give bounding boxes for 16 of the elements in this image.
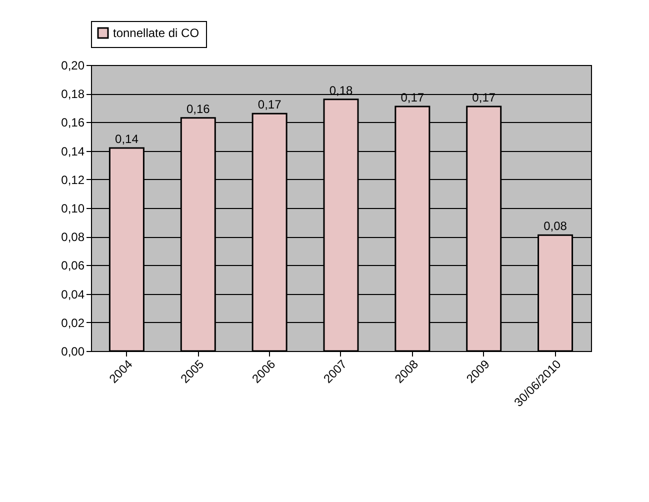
data-label: 0,08 — [544, 219, 568, 234]
data-label: 0,14 — [115, 132, 139, 146]
y-tick-label: 0,00 — [61, 344, 85, 358]
y-tick-label: 0,12 — [61, 172, 85, 187]
data-label: 0,17 — [258, 98, 282, 112]
y-tick-label: 0,14 — [61, 144, 85, 158]
legend-label: tonnellate di CO — [113, 26, 200, 40]
y-tick-label: 0,10 — [61, 202, 85, 216]
y-tick-label: 0,06 — [61, 258, 85, 273]
data-label: 0,16 — [186, 102, 210, 116]
y-tick-label: 0,20 — [61, 58, 85, 72]
y-tick-label: 0,04 — [61, 287, 85, 302]
y-tick-label: 0,08 — [61, 230, 85, 244]
y-tick-label: 0,18 — [61, 87, 85, 102]
y-tick-label: 0,02 — [61, 316, 85, 330]
y-tick-label: 0,16 — [61, 116, 85, 130]
